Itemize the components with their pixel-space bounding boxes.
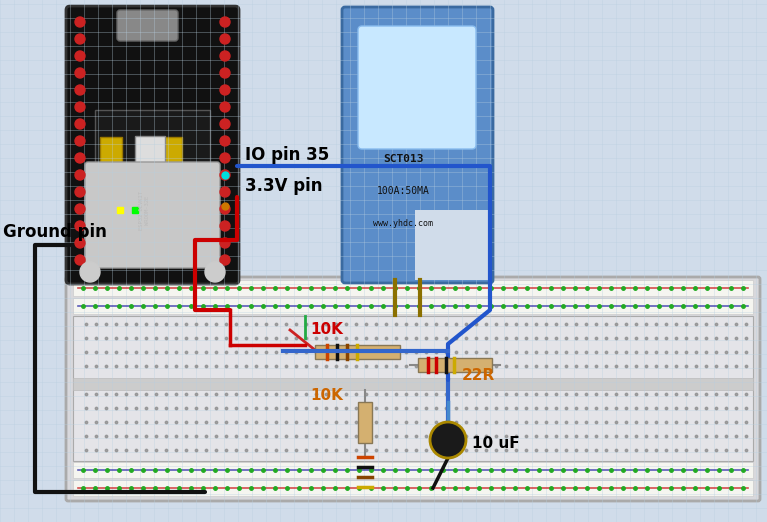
Text: 10 uF: 10 uF (472, 435, 519, 450)
Circle shape (220, 136, 230, 146)
Bar (73, 462, 753, 478)
Bar (73, 378, 753, 390)
Text: 22R: 22R (462, 367, 495, 383)
Circle shape (220, 170, 230, 180)
Circle shape (220, 68, 230, 78)
Circle shape (220, 221, 230, 231)
FancyBboxPatch shape (358, 26, 476, 149)
Circle shape (220, 255, 230, 265)
Text: IO pin 35: IO pin 35 (245, 146, 329, 164)
Circle shape (75, 255, 85, 265)
Bar (100, 165, 205, 195)
Circle shape (75, 119, 85, 129)
Circle shape (430, 422, 466, 458)
FancyBboxPatch shape (342, 7, 493, 283)
Text: 3.3V pin: 3.3V pin (245, 177, 322, 195)
Circle shape (75, 170, 85, 180)
FancyBboxPatch shape (117, 10, 178, 41)
Circle shape (75, 68, 85, 78)
Circle shape (220, 119, 230, 129)
Circle shape (75, 204, 85, 214)
Text: 10K: 10K (310, 323, 343, 338)
Circle shape (220, 34, 230, 44)
Text: 100A:50MA: 100A:50MA (377, 186, 430, 196)
Bar (315, 345, 400, 359)
Circle shape (75, 221, 85, 231)
Circle shape (220, 51, 230, 61)
Text: SCT013: SCT013 (383, 153, 423, 163)
Circle shape (80, 262, 100, 282)
Circle shape (220, 102, 230, 112)
Circle shape (220, 153, 230, 163)
Bar (160, 137, 182, 165)
Bar (358, 402, 372, 443)
Bar (100, 137, 122, 165)
FancyBboxPatch shape (66, 6, 239, 284)
Circle shape (75, 238, 85, 248)
Circle shape (75, 187, 85, 197)
Circle shape (220, 85, 230, 95)
Circle shape (220, 17, 230, 27)
Circle shape (75, 153, 85, 163)
Bar (418, 358, 492, 372)
Circle shape (205, 262, 225, 282)
Bar (73, 280, 753, 296)
FancyBboxPatch shape (66, 277, 760, 501)
Bar (135, 136, 165, 168)
Bar (73, 298, 753, 314)
Circle shape (220, 238, 230, 248)
Bar (73, 480, 753, 496)
Text: www.yhdc.com: www.yhdc.com (373, 219, 433, 228)
Circle shape (220, 187, 230, 197)
Circle shape (220, 204, 230, 214)
Bar (415, 210, 490, 280)
Bar (73, 316, 753, 461)
Circle shape (75, 85, 85, 95)
Text: 10K: 10K (310, 387, 343, 402)
Text: Ground pin: Ground pin (3, 223, 107, 241)
FancyBboxPatch shape (85, 162, 220, 268)
Text: ESP32 DEVKIT
WROOM-32E: ESP32 DEVKIT WROOM-32E (139, 191, 150, 230)
Circle shape (75, 34, 85, 44)
Circle shape (75, 136, 85, 146)
Circle shape (75, 17, 85, 27)
Circle shape (75, 102, 85, 112)
Bar (95, 110, 210, 175)
Circle shape (75, 51, 85, 61)
